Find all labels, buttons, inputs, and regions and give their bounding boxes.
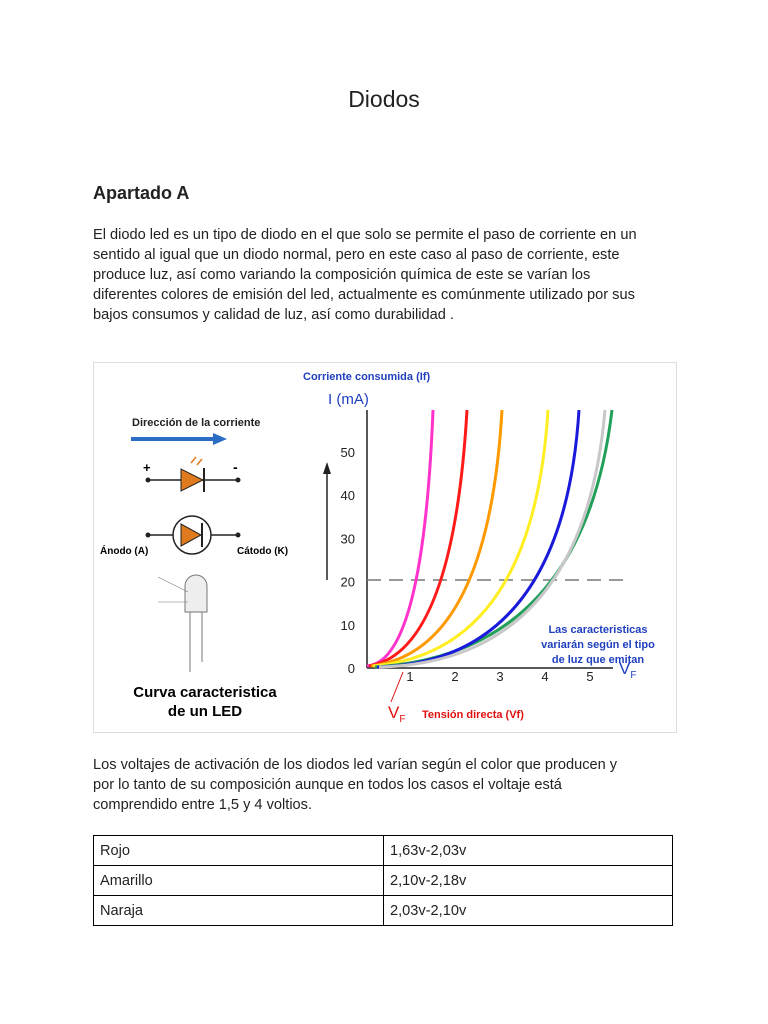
x-tick-label: 5 — [586, 669, 593, 684]
x-tick-label: 1 — [406, 669, 413, 684]
chart-title: Corriente consumida (If) — [303, 371, 430, 383]
vf-sub: F — [399, 714, 405, 725]
table-cell: 2,03v-2,10v — [383, 895, 673, 926]
text-line: Los voltajes de activación de los diodos… — [93, 757, 618, 773]
text-line: bajos consumos y calidad de luz, así com… — [93, 307, 454, 323]
text-line: comprendido entre 1,5 y 4 voltios. — [93, 797, 313, 813]
led-drawing — [157, 574, 208, 672]
y-tick-label: 30 — [341, 531, 355, 546]
text-line: produce luz, así como variando la compos… — [93, 267, 591, 283]
vf-pointer — [390, 671, 404, 703]
table-row: Amarillo 2,10v-2,18v — [93, 865, 673, 896]
table-body: Rojo 1,63v-2,03v Amarillo 2,10v-2,18v Naraja… — [93, 835, 673, 926]
x-tick-label: 3 — [496, 669, 503, 684]
vf-sub: F — [630, 670, 636, 681]
plus-label: + — [143, 460, 151, 475]
vf-point-label: VF — [388, 703, 405, 725]
minus-label: - — [233, 459, 238, 475]
table-row: Naraja 2,03v-2,10v — [93, 895, 673, 926]
paragraph: El diodo led es un tipo de diodo en el q… — [93, 225, 637, 325]
y-tick-label: 20 — [341, 575, 355, 590]
diode-circle-symbol — [145, 515, 241, 555]
y-tick-label: 50 — [341, 445, 355, 460]
arrow-head — [213, 433, 227, 445]
direction-label: Dirección de la corriente — [132, 417, 260, 429]
text-line: por lo tanto de su composición aunque en… — [93, 777, 562, 793]
paragraph: Los voltajes de activación de los diodos… — [93, 755, 617, 815]
x-label: Tensión directa (Vf) — [422, 709, 524, 721]
caption-line: Curva caracteristica — [133, 684, 277, 701]
note-line: de luz que emitan — [552, 654, 645, 666]
y-label: I (mA) — [328, 391, 369, 408]
table-cell: 1,63v-2,03v — [383, 835, 673, 866]
vf-axis-label: VF — [619, 659, 636, 681]
table-cell: Amarillo — [93, 865, 384, 896]
up-arrow-head — [323, 462, 331, 474]
table-row: Rojo 1,63v-2,03v — [93, 835, 673, 866]
x-tick-label: 2 — [451, 669, 458, 684]
section-heading: Apartado A — [93, 183, 190, 203]
table-cell: Rojo — [93, 835, 384, 866]
voltage-table: Rojo 1,63v-2,03v Amarillo 2,10v-2,18v Naraja… — [93, 835, 673, 926]
text-line: sentido al igual que un diodo normal, pe… — [93, 247, 620, 263]
x-tick-label: 4 — [541, 669, 548, 684]
anode-label: Ánodo (A) — [100, 544, 148, 557]
note-line: Las caracteristicas — [548, 624, 647, 636]
y-tick-label: 10 — [341, 618, 355, 633]
y-tick-label: 0 — [348, 661, 355, 676]
text-line: diferentes colores de emisión del led, a… — [93, 287, 635, 303]
curves — [366, 409, 614, 669]
vf-main: V — [619, 659, 631, 678]
table-cell: Naraja — [93, 895, 384, 926]
text-line: El diodo led es un tipo de diodo en el q… — [93, 227, 637, 243]
document-title: Diodos — [348, 86, 420, 112]
note-line: variarán según el tipo — [541, 639, 655, 651]
figure: Dirección de la corriente + - Ánodo (A) … — [93, 362, 677, 733]
vf-main: V — [388, 703, 400, 722]
diode-symbol — [145, 456, 241, 492]
caption-line: de un LED — [168, 703, 242, 720]
y-tick-label: 40 — [341, 488, 355, 503]
table-cell: 2,10v-2,18v — [383, 865, 673, 896]
cathode-label: Cátodo (K) — [237, 546, 288, 557]
